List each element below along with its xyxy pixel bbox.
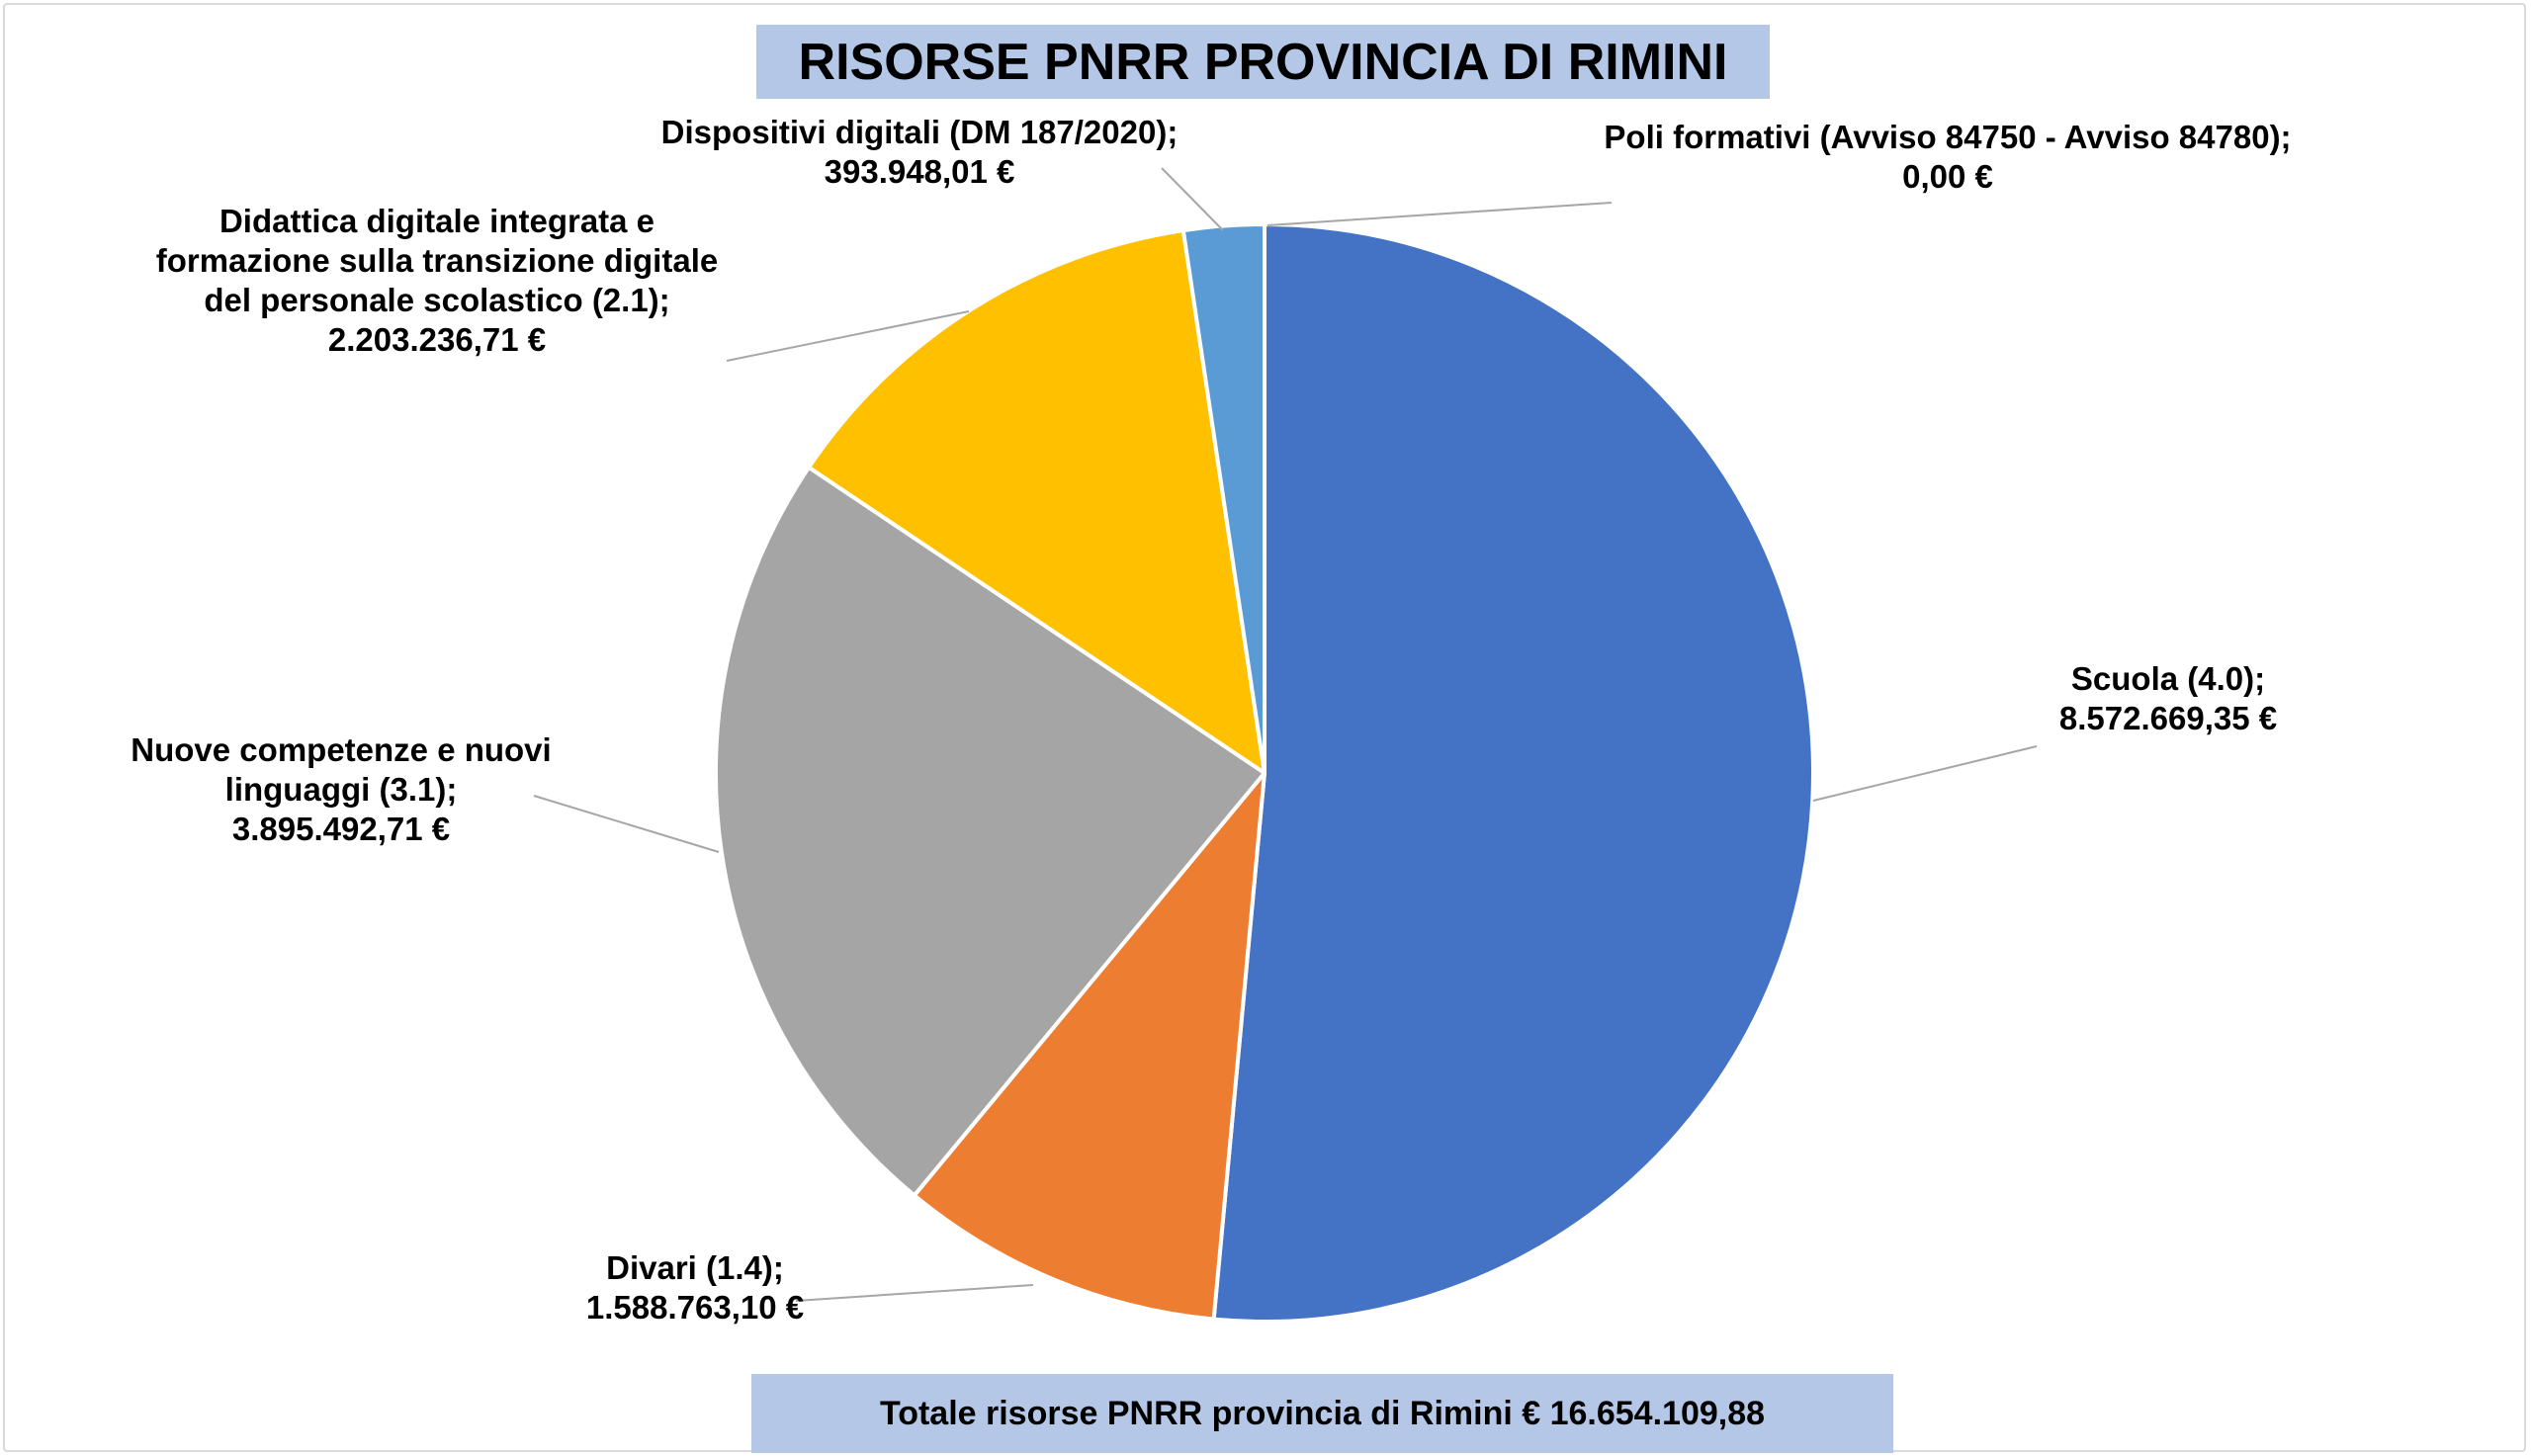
pie-slice [714,465,1266,1198]
total-label: Totale risorse PNRR provincia di Rimini … [879,1394,1766,1432]
total-box: Totale risorse PNRR provincia di Rimini … [751,1374,1893,1453]
leader-line [1266,202,1613,226]
leader-line [726,310,970,362]
data-label: Nuove competenze e nuovi linguaggi (3.1);… [131,731,551,847]
chart-title: RISORSE PNRR PROVINCIA DI RIMINI [798,33,1728,91]
slice-labels: Scuola (4.0); 8.572.669,35 € Divari (1.4);… [131,114,2291,1326]
data-label: Divari (1.4); 1.588.763,10 € [586,1249,804,1326]
data-label: Scuola (4.0); 8.572.669,35 € [2059,660,2277,736]
pie-slice [1211,222,1815,1324]
leader-line [795,1284,1034,1302]
pie-slice [807,228,1266,775]
leader-line [1812,745,2038,802]
data-label: Poli formativi (Avviso 84750 - Avviso 84… [1604,119,2291,195]
leader-line [1161,167,1224,231]
data-label: Didattica digitale integrata e formazione… [156,203,718,358]
chart-title-box: RISORSE PNRR PROVINCIA DI RIMINI [756,25,1770,99]
pie-slice [912,771,1266,1322]
pie-slices [714,222,1815,1324]
data-label: Dispositivi digitali (DM 187/2020); 393.9… [661,114,1178,190]
pie-slice [1180,222,1266,775]
leader-line [533,795,720,853]
leader-lines [533,167,2038,1302]
